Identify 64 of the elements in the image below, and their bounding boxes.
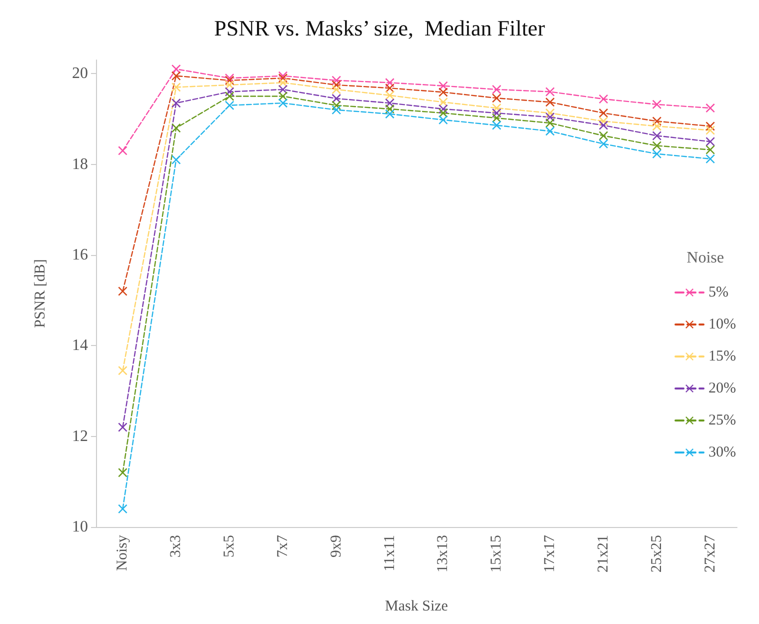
y-tick-label: 14 xyxy=(72,337,88,354)
x-tick-label: 13x13 xyxy=(435,535,452,572)
point xyxy=(225,100,234,110)
legend-label: 10% xyxy=(708,316,736,332)
point xyxy=(492,84,502,94)
point xyxy=(492,120,502,130)
point xyxy=(118,504,128,514)
point xyxy=(225,92,234,101)
point xyxy=(598,139,608,148)
point xyxy=(492,94,502,103)
y-tick-label: 20 xyxy=(72,65,88,82)
y-tick-label: 10 xyxy=(72,518,88,536)
point xyxy=(118,468,128,478)
point xyxy=(652,131,662,140)
point xyxy=(172,82,181,92)
point xyxy=(546,126,555,136)
point xyxy=(706,104,715,113)
point xyxy=(706,137,715,146)
point xyxy=(118,366,128,376)
point xyxy=(172,71,181,80)
x-tick-label: 17x17 xyxy=(542,534,558,572)
point xyxy=(598,120,608,130)
point xyxy=(652,141,662,150)
point xyxy=(385,90,394,100)
point xyxy=(546,87,555,96)
x-tick-label: 5x5 xyxy=(222,535,238,558)
x-tick-label: 27x27 xyxy=(702,534,718,572)
legend-title: Noise xyxy=(686,250,724,266)
chart-title: PSNR vs. Masks’ size, Median Filter xyxy=(214,16,546,40)
legend-label: 15% xyxy=(708,348,736,364)
x-tick-label: 9x9 xyxy=(328,535,344,558)
point xyxy=(438,115,448,124)
legend-label: 5% xyxy=(708,284,729,300)
point xyxy=(278,78,288,88)
point xyxy=(385,109,394,118)
legend-label: 25% xyxy=(708,412,736,428)
y-axis-title: PSNR [dB] xyxy=(32,259,48,328)
point xyxy=(172,98,181,108)
x-tick-label: 15x15 xyxy=(488,535,505,572)
x-tick-label: 3x3 xyxy=(168,535,184,558)
x-tick-label: 7x7 xyxy=(274,534,291,558)
y-tick-label: 18 xyxy=(72,156,88,173)
y-tick-label: 12 xyxy=(72,428,88,445)
point xyxy=(652,122,662,131)
point xyxy=(652,100,662,109)
legend-label: 30% xyxy=(708,444,736,460)
point xyxy=(172,124,181,133)
point xyxy=(332,105,341,114)
x-tick-label: 21x21 xyxy=(595,535,612,572)
x-tick-label: Noisy xyxy=(114,534,131,571)
point xyxy=(598,131,608,140)
x-tick-label: 11x11 xyxy=(382,535,398,572)
legend-label: 20% xyxy=(708,380,736,396)
point xyxy=(706,154,715,164)
point xyxy=(546,98,555,107)
x-axis-title: Mask Size xyxy=(385,598,448,614)
y-tick-label: 16 xyxy=(72,246,88,264)
point xyxy=(438,88,448,97)
point xyxy=(118,146,128,156)
point xyxy=(652,149,662,158)
point xyxy=(332,84,341,94)
point xyxy=(172,155,181,164)
x-tick-label: 25x25 xyxy=(648,535,665,572)
point xyxy=(278,98,288,108)
